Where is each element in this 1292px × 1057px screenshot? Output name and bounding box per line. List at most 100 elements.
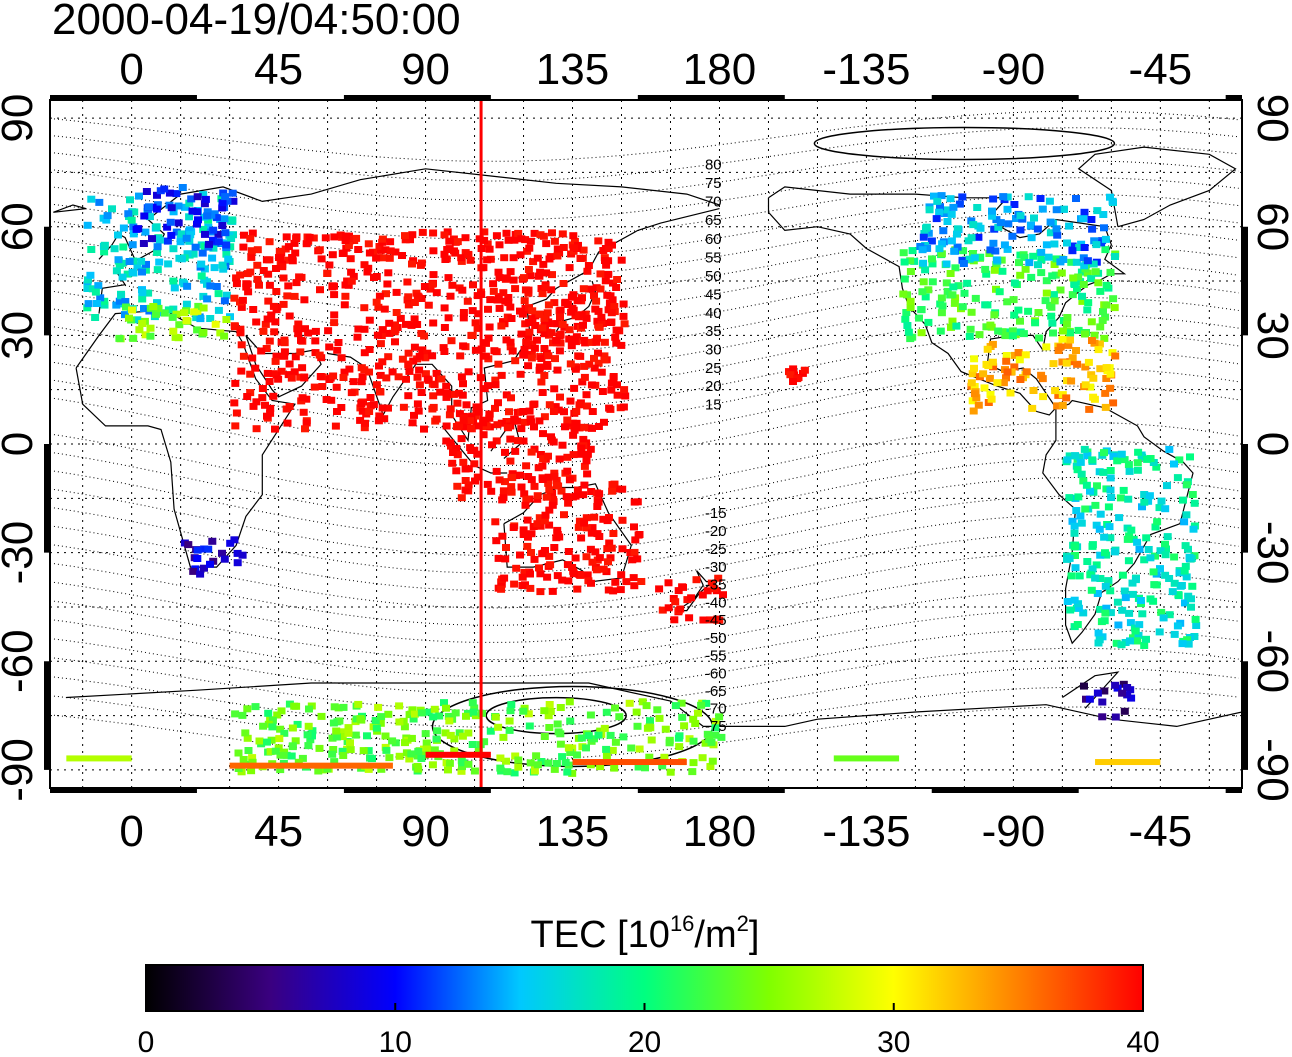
tec-cell-4: [554, 406, 563, 414]
tec-cell-4: [262, 345, 271, 352]
tec-cell-9: [1090, 237, 1099, 245]
tec-cell-4: [430, 381, 439, 389]
tec-cell-1: [132, 225, 141, 233]
tec-cell-14: [424, 708, 433, 716]
tec-cell-0: [169, 208, 178, 216]
tec-cell-8: [1074, 326, 1083, 334]
tec-cell-2: [220, 332, 229, 340]
tec-cell-11: [972, 394, 981, 402]
tec-cell-14: [642, 702, 651, 710]
tec-cell-14: [423, 745, 432, 753]
tec-cell-0: [185, 226, 194, 234]
tec-cell-4: [519, 351, 528, 359]
tec-cell-11: [1064, 341, 1073, 349]
tec-cell-15: [200, 564, 208, 572]
tec-cell-4: [302, 419, 311, 427]
tec-cell-4: [619, 312, 628, 320]
tec-cell-4: [290, 239, 299, 247]
tec-cell-8: [1066, 329, 1075, 337]
tec-cell-12: [1077, 470, 1086, 478]
tec-cell-11: [970, 383, 979, 390]
tec-cell-4: [384, 269, 393, 277]
tec-cell-4: [270, 328, 279, 336]
tec-cell-9: [953, 230, 961, 238]
tec-cell-1: [194, 216, 202, 224]
tec-cell-5: [495, 476, 504, 484]
tec-cell-4: [471, 412, 480, 420]
tec-cell-14: [364, 765, 373, 773]
tec-cell-6: [590, 513, 599, 521]
tec-cell-5: [555, 455, 564, 463]
tec-cell-0: [186, 231, 195, 239]
tec-cell-14: [665, 739, 674, 747]
tec-cell-11: [1084, 358, 1093, 366]
tec-cell-4: [504, 294, 513, 301]
left-tick-90: 90: [0, 94, 42, 143]
tec-cell-12: [1191, 615, 1200, 623]
tec-cell-8: [1109, 295, 1118, 303]
tec-cell-5: [545, 486, 554, 494]
tec-cell-6: [497, 580, 506, 588]
tec-cell-0: [86, 271, 95, 279]
tec-cell-5: [452, 467, 461, 475]
contour-label--60: -60: [705, 665, 727, 682]
tec-cell-4: [347, 277, 356, 285]
tec-cell-9: [927, 237, 936, 245]
tec-cell-4: [294, 320, 303, 328]
tec-cell-12: [1096, 510, 1105, 518]
tec-cell-14: [678, 713, 687, 721]
top-tick--135: -135: [822, 45, 910, 94]
contour-line: [50, 279, 1239, 355]
tec-cell-14: [377, 713, 386, 721]
tec-cell-14: [503, 768, 512, 776]
tec-cell-8: [1010, 279, 1019, 287]
tec-cell-6: [603, 545, 612, 553]
tec-cell-8: [1083, 306, 1092, 314]
contour-line: [50, 571, 1239, 643]
tec-cell-4: [556, 393, 564, 401]
tec-cell-4: [485, 245, 494, 253]
tec-cell-6: [603, 517, 612, 525]
tec-cell-4: [571, 365, 580, 373]
tec-cell-14: [545, 701, 554, 708]
tec-cell-14: [255, 737, 264, 745]
top-tick--45: -45: [1129, 45, 1193, 94]
tec-cell-15: [189, 567, 198, 575]
tec-cell-4: [263, 412, 271, 420]
tec-cell-12: [1180, 567, 1189, 575]
tec-cell-12: [1115, 514, 1124, 522]
tec-cell-12: [1177, 582, 1186, 589]
tec-cell-8: [1003, 298, 1012, 306]
tec-cell-5: [442, 437, 451, 445]
tec-cell-4: [388, 368, 397, 376]
tec-cell-12: [1102, 485, 1111, 493]
tec-cell-7: [670, 616, 679, 624]
tec-cell-0: [112, 301, 121, 309]
tec-cell-14: [540, 733, 549, 740]
tec-cell-2: [182, 317, 191, 324]
tec-cell-4: [507, 394, 515, 402]
left-axis-tick-labels: 9060300-30-60-90: [0, 94, 42, 802]
tec-cell-4: [539, 232, 548, 240]
tec-cell-12: [1121, 639, 1130, 646]
tec-cell-6: [548, 587, 557, 595]
tec-cell-14: [395, 702, 404, 710]
tec-cell-14: [666, 768, 675, 776]
tec-cell-8: [1008, 327, 1017, 335]
tec-cell-4: [480, 236, 489, 244]
tec-cell-1: [214, 238, 223, 246]
tec-cell-14: [568, 769, 577, 777]
tec-cell-14: [292, 702, 301, 710]
tec-cell-12: [1184, 545, 1192, 553]
tec-cell-4: [525, 328, 534, 336]
tec-cell-4: [587, 381, 596, 389]
tec-cell-12: [1134, 631, 1143, 639]
tec-cell-4: [604, 238, 613, 246]
tec-cell-0: [94, 282, 103, 290]
tec-cell-6: [535, 514, 544, 522]
tec-cell-14: [532, 752, 541, 760]
tec-cell-4: [570, 384, 579, 392]
tec-cell-7: [707, 579, 716, 587]
tec-cell-4: [538, 290, 547, 298]
tec-cell-14: [561, 759, 570, 766]
